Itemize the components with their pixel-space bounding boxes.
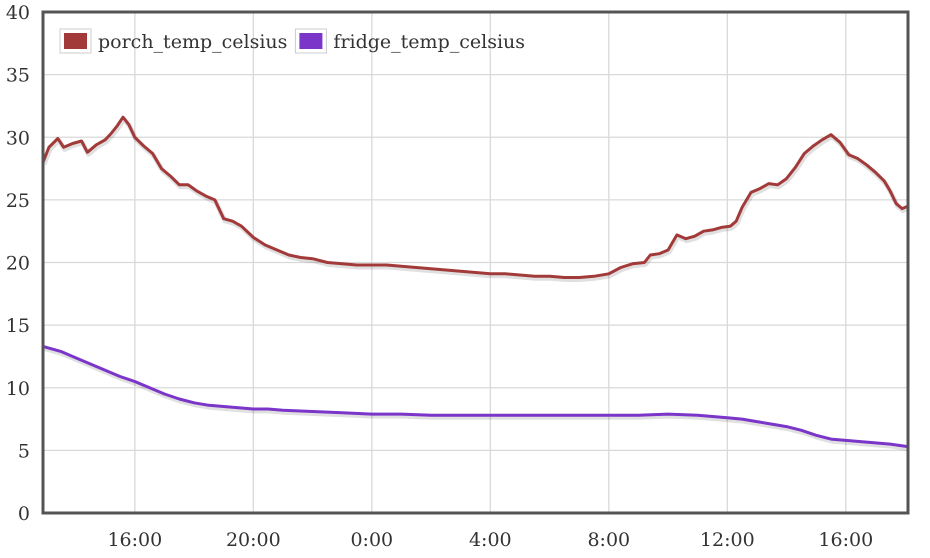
y-tick-label: 25 — [6, 190, 30, 212]
y-tick-label: 5 — [18, 440, 30, 462]
y-tick-label: 0 — [18, 503, 30, 525]
x-tick-label: 8:00 — [587, 529, 630, 551]
legend-item-porch-temp-celsius: porch_temp_celsius — [59, 28, 287, 54]
x-tick-label: 4:00 — [469, 529, 512, 551]
grid-lines — [43, 11, 908, 514]
axis-tick-labels: 0 5 10 15 20 25 30 35 40 16:00 20:00 0:00 4:00 8:00 12… — [6, 2, 873, 551]
x-tick-label: 16:00 — [818, 529, 873, 551]
legend-label: fridge_temp_celsius — [333, 31, 525, 53]
y-tick-label: 15 — [6, 315, 30, 337]
x-tick-label: 0:00 — [350, 529, 393, 551]
y-tick-label: 35 — [6, 65, 30, 87]
legend-label: porch_temp_celsius — [98, 31, 287, 53]
legend-swatch — [299, 33, 323, 49]
y-tick-label: 20 — [6, 253, 30, 275]
x-tick-label: 16:00 — [107, 529, 162, 551]
x-tick-label: 12:00 — [700, 529, 755, 551]
y-tick-label: 30 — [6, 127, 30, 149]
series-lines — [43, 115, 908, 451]
y-tick-label: 40 — [6, 2, 30, 24]
x-tick-label: 20:00 — [226, 529, 281, 551]
series-line-porch-temp-celsius — [43, 115, 908, 279]
plot-area-border — [41, 10, 910, 515]
y-tick-label: 10 — [6, 378, 30, 400]
legend: porch_temp_celsius fridge_temp_celsius — [59, 28, 525, 54]
legend-swatch — [64, 33, 87, 49]
series-line-fridge-temp-celsius — [43, 344, 908, 449]
legend-item-fridge-temp-celsius: fridge_temp_celsius — [294, 28, 525, 54]
